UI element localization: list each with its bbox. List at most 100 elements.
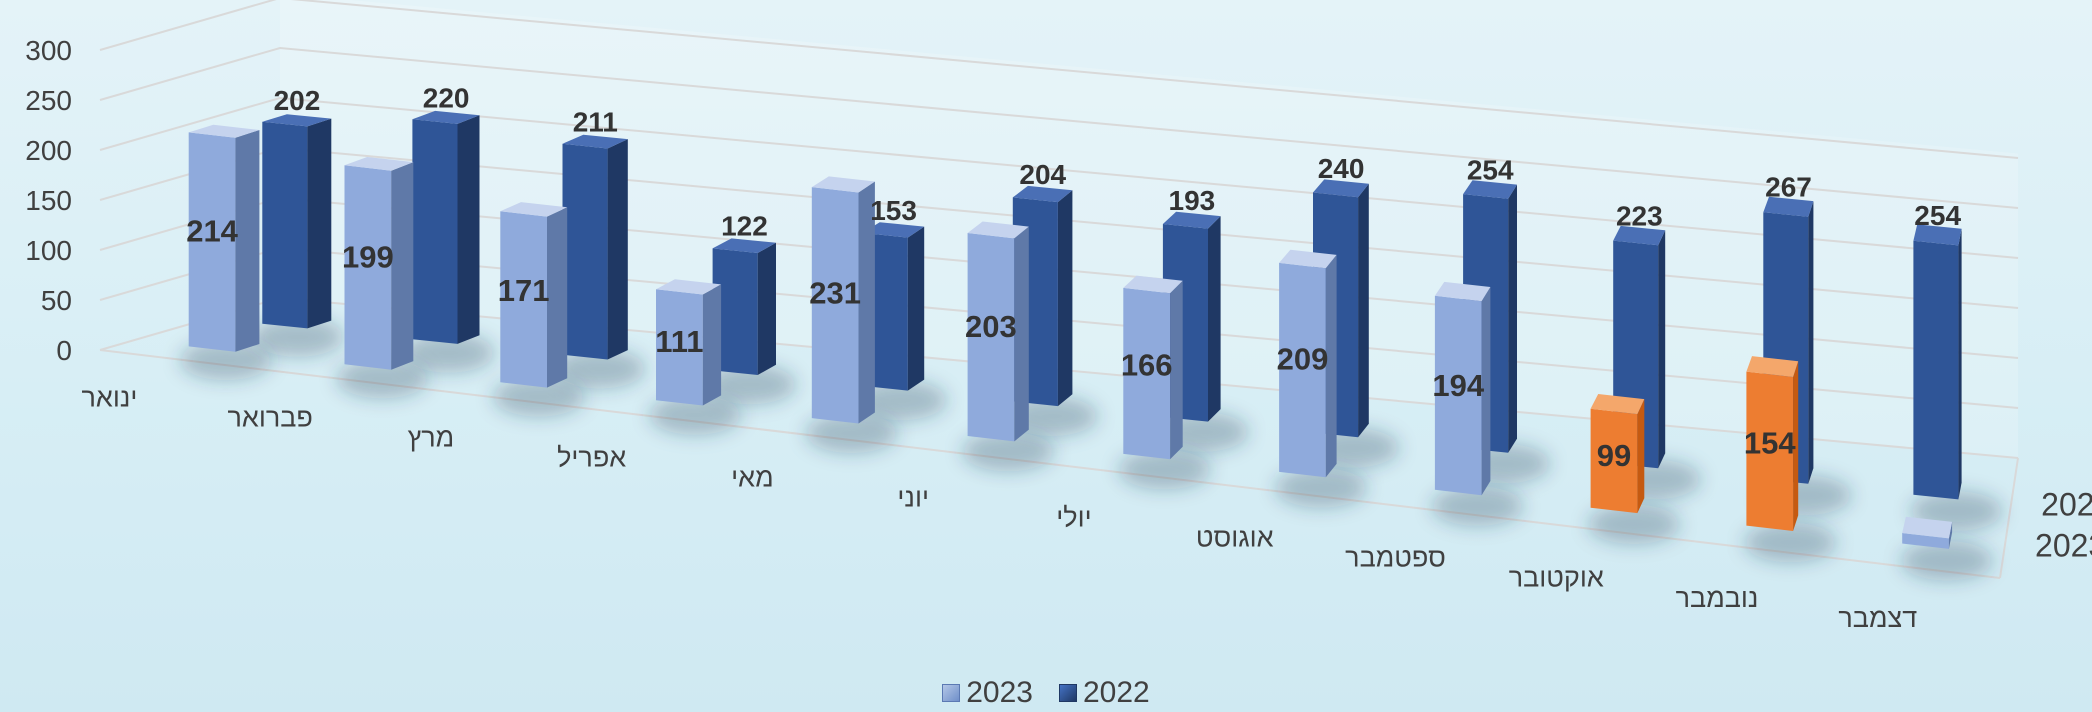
x-tick-label: אוגוסט — [1196, 523, 1274, 553]
data-label-2022: 254 — [1914, 200, 1961, 231]
bar-2023-0 — [179, 124, 272, 381]
x-tick-label: פברואר — [227, 403, 312, 433]
data-label-2022: 211 — [573, 107, 618, 138]
bar-top-face — [1913, 224, 1962, 246]
data-label-2022: 254 — [1467, 154, 1514, 185]
gridline — [99, 0, 2019, 159]
bar-shadow — [179, 340, 272, 381]
bar-front-face — [1434, 295, 1482, 496]
data-label-2023: 166 — [1121, 347, 1173, 382]
bar-shadow — [553, 348, 646, 389]
bar-front-face — [967, 233, 1015, 442]
bar-front-face — [500, 211, 547, 388]
bar-top-face — [1902, 516, 1953, 539]
bar-top-face — [1123, 275, 1183, 294]
bar-2023-5 — [962, 221, 1055, 472]
bar-side-face — [1658, 230, 1666, 469]
bar-side-face — [307, 118, 332, 329]
bar-shadow — [1900, 540, 1993, 581]
bar-top-face — [1313, 179, 1369, 198]
floor-side-edge — [1999, 457, 2019, 579]
bar-front-face — [1902, 533, 1949, 549]
bar-front-face — [1590, 408, 1638, 514]
y-tick-label: 250 — [25, 85, 72, 116]
bar-top-face — [967, 221, 1029, 239]
depth-axis-label: 2022 — [2041, 487, 2092, 523]
bar-side-face — [1170, 280, 1183, 460]
gridline — [99, 46, 2019, 209]
bar-shadow — [1744, 522, 1837, 563]
data-label-2022: 240 — [1318, 153, 1365, 184]
bar-shadow — [805, 413, 898, 454]
bar-side-face — [457, 115, 480, 344]
legend-item-2022: 2022 — [1059, 676, 1150, 710]
legend-label-2022: 2022 — [1083, 676, 1150, 709]
bar-shadow — [962, 431, 1055, 472]
data-labels: 202 220 211 122 153 204 193 240 254 223 267 254 214 1… — [186, 82, 1961, 473]
bar-shadow — [1431, 486, 1524, 527]
bar-top-face — [656, 279, 722, 295]
data-label-2023: 154 — [1744, 426, 1796, 461]
bar-front-face — [1913, 240, 1959, 500]
data-label-2023: 231 — [809, 276, 861, 311]
bar-side-face — [1808, 201, 1814, 484]
x-tick-label: מרץ — [408, 423, 455, 453]
y-tick-label: 50 — [41, 285, 72, 316]
bar-2023-7 — [1275, 249, 1368, 508]
bar-side-face — [702, 284, 722, 406]
bar-front-face — [412, 119, 458, 344]
bar-top-face — [1763, 196, 1814, 217]
bar-side-face — [1637, 399, 1645, 514]
data-label-2022: 267 — [1765, 172, 1812, 203]
bar-top-face — [1463, 180, 1517, 199]
bar-2023-11 — [1900, 516, 1993, 581]
bar-top-face — [862, 222, 925, 238]
bar-shadow — [492, 376, 585, 417]
bar-side-face — [391, 162, 414, 370]
category-axis: ינואר פברואר מרץ אפריל מאי יוני יולי אוגוסט ספטמ… — [81, 383, 1917, 633]
data-label-2022: 193 — [1169, 185, 1216, 216]
bar-front-face — [562, 143, 608, 360]
y-tick-label: 100 — [25, 235, 72, 266]
bar-2023-1 — [336, 157, 429, 399]
bar-top-face — [1613, 225, 1666, 246]
x-tick-label: אפריל — [557, 443, 626, 473]
bar-top-face — [712, 238, 776, 253]
y-tick-label: 150 — [25, 185, 72, 216]
bars — [179, 110, 2003, 581]
bar-side-face — [1958, 228, 1962, 500]
bar-side-face — [607, 139, 628, 360]
bar-front-face — [344, 165, 392, 370]
y-tick-label: 200 — [25, 135, 72, 166]
bar-shadow — [854, 380, 947, 421]
data-label-2022: 223 — [1616, 201, 1663, 232]
data-label-2023: 209 — [1277, 342, 1329, 377]
x-tick-label: יוני — [897, 483, 929, 513]
bar-top-face — [1434, 281, 1491, 302]
x-tick-label: דצמבר — [1838, 603, 1917, 633]
legend-item-2023: 2023 — [942, 676, 1033, 710]
data-label-2022: 204 — [1019, 159, 1066, 190]
gridline — [99, 96, 2019, 259]
bar-shadow — [1275, 467, 1368, 508]
bar-top-face — [1162, 211, 1221, 229]
bar-side-face — [1948, 521, 1953, 549]
legend-label-2023: 2023 — [966, 676, 1033, 709]
bar-front-face — [1279, 262, 1326, 478]
bar-2022-11 — [1910, 224, 2003, 532]
bar-top-face — [500, 202, 568, 217]
bar-side-face — [1057, 190, 1073, 407]
bar-front-face — [188, 132, 236, 352]
x-tick-label: נובמבר — [1676, 583, 1759, 613]
bar-top-face — [188, 124, 260, 138]
bar-2023-9 — [1587, 394, 1680, 545]
bar-front-face — [1746, 371, 1794, 531]
bar-top-face — [412, 110, 480, 124]
x-tick-label: מאי — [731, 463, 774, 493]
bar-side-face — [1481, 287, 1491, 496]
y-tick-label: 300 — [25, 35, 72, 66]
bar-front-face — [811, 187, 859, 424]
bar-side-face — [907, 226, 925, 391]
x-tick-label: ינואר — [81, 383, 137, 413]
